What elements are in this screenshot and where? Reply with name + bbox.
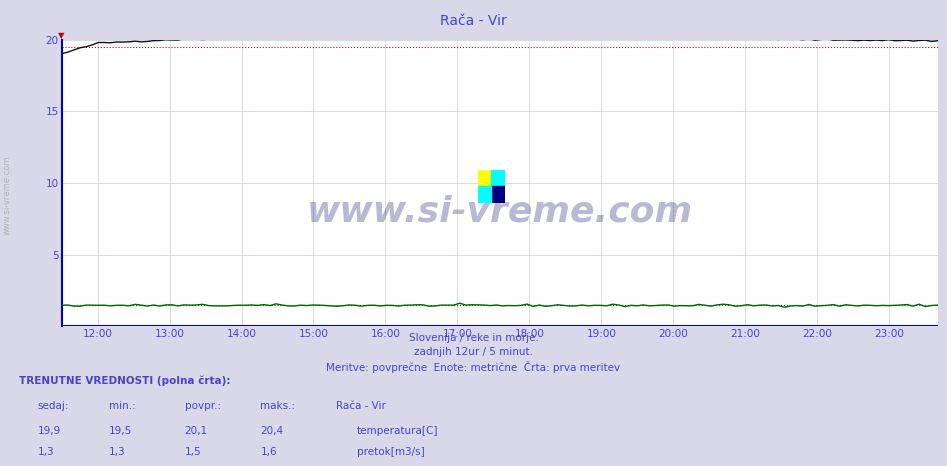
Text: 1,3: 1,3: [38, 447, 55, 457]
Text: Meritve: povprečne  Enote: metrične  Črta: prva meritev: Meritve: povprečne Enote: metrične Črta:…: [327, 361, 620, 373]
Bar: [478, 186, 491, 203]
Text: 19,5: 19,5: [109, 426, 133, 436]
Bar: [491, 170, 505, 186]
Text: temperatura[C]: temperatura[C]: [357, 426, 438, 436]
Bar: [478, 170, 491, 186]
Text: 1,6: 1,6: [260, 447, 277, 457]
Text: 1,5: 1,5: [185, 447, 202, 457]
Text: Slovenija / reke in morje.: Slovenija / reke in morje.: [408, 333, 539, 343]
Text: povpr.:: povpr.:: [185, 401, 221, 411]
Text: ▼: ▼: [59, 31, 64, 40]
Text: www.si-vreme.com: www.si-vreme.com: [3, 156, 12, 235]
Text: Rača - Vir: Rača - Vir: [440, 14, 507, 28]
Text: min.:: min.:: [109, 401, 135, 411]
Text: 20,1: 20,1: [185, 426, 207, 436]
Text: pretok[m3/s]: pretok[m3/s]: [357, 447, 425, 457]
Text: 20,4: 20,4: [260, 426, 283, 436]
Text: www.si-vreme.com: www.si-vreme.com: [307, 195, 692, 228]
Text: maks.:: maks.:: [260, 401, 295, 411]
Text: sedaj:: sedaj:: [38, 401, 69, 411]
Bar: [491, 186, 505, 203]
Text: zadnjih 12ur / 5 minut.: zadnjih 12ur / 5 minut.: [414, 347, 533, 357]
Text: TRENUTNE VREDNOSTI (polna črta):: TRENUTNE VREDNOSTI (polna črta):: [19, 375, 230, 386]
Text: 1,3: 1,3: [109, 447, 126, 457]
Text: 19,9: 19,9: [38, 426, 62, 436]
Text: Rača - Vir: Rača - Vir: [336, 401, 386, 411]
